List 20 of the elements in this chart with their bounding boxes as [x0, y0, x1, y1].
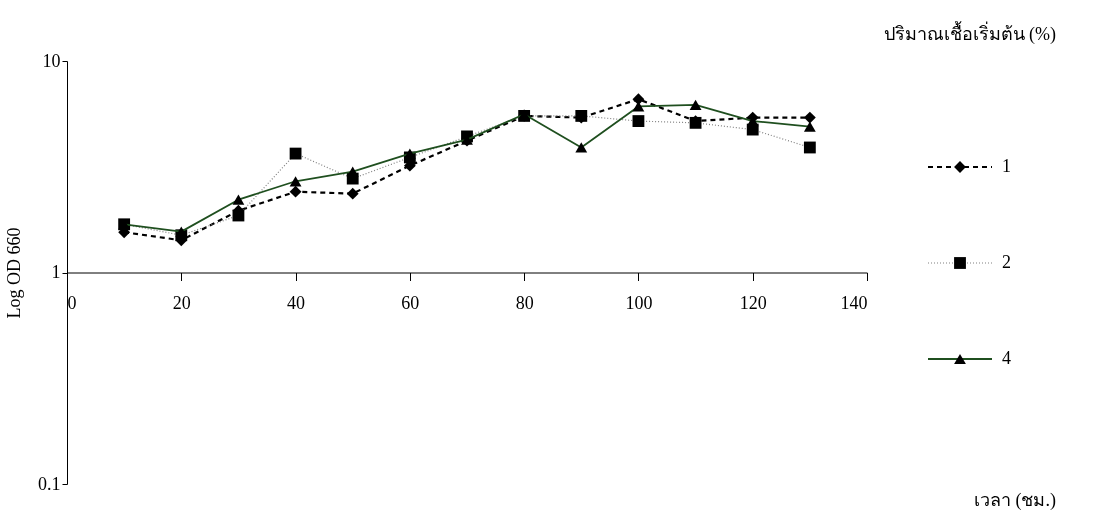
point	[803, 111, 816, 124]
x-tick-label: 20	[172, 293, 191, 313]
x-tick-label: 120	[739, 293, 767, 313]
x-tick-label: 40	[287, 293, 306, 313]
x-tick-label: 0	[67, 293, 77, 313]
legend-label: 1	[1002, 156, 1011, 176]
y-tick-label: 0.1	[38, 473, 61, 494]
y-axis-title: Log OD 660	[4, 227, 24, 319]
x-tick-label: 140	[840, 293, 868, 313]
x-tick-label: 60	[401, 293, 420, 313]
legend-label: 4	[1002, 348, 1011, 368]
text: เวลา (ชม.)	[974, 490, 1056, 511]
point	[346, 187, 359, 200]
legend-label: 2	[1002, 252, 1011, 272]
legend-title: ปริมาณเชื้อเริ่มต้น (%)	[883, 21, 1056, 45]
x-tick-label: 80	[515, 293, 534, 313]
point	[289, 185, 302, 198]
y-tick-label: 10	[42, 50, 61, 71]
y-tick-label: 1	[51, 262, 61, 282]
x-tick-label: 100	[625, 293, 653, 313]
